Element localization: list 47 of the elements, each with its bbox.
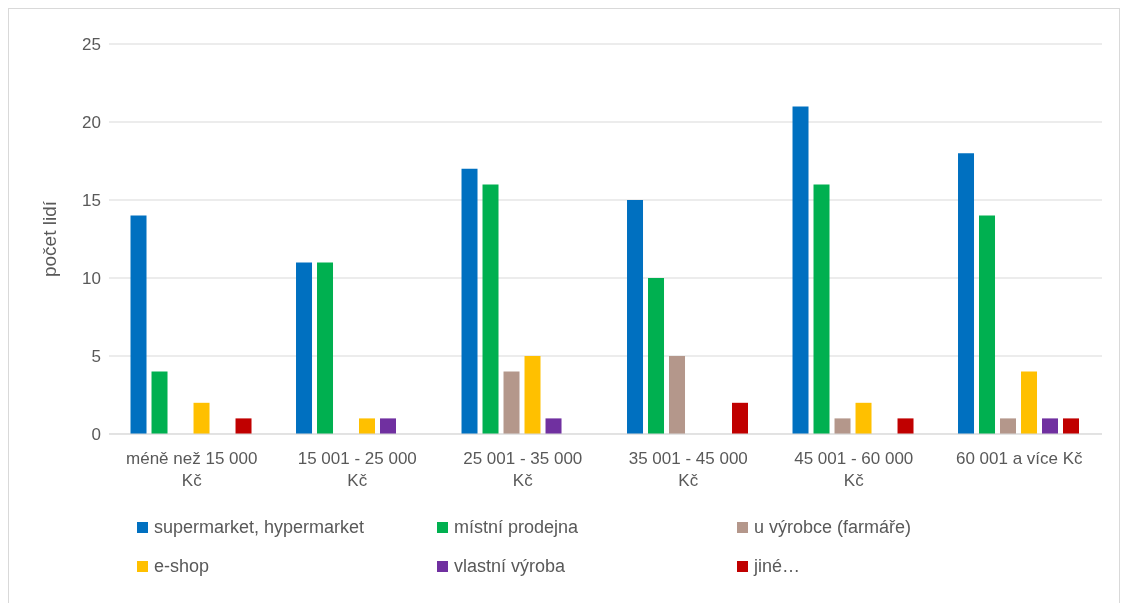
bar xyxy=(380,418,397,434)
bar xyxy=(193,402,210,434)
bar xyxy=(732,402,749,434)
bar xyxy=(317,262,334,434)
bar xyxy=(627,200,644,434)
bar xyxy=(1000,418,1017,434)
bar xyxy=(151,371,168,434)
bar xyxy=(813,184,830,434)
bar xyxy=(524,356,541,434)
y-tick-label: 5 xyxy=(91,347,101,367)
bar xyxy=(130,215,147,434)
bar xyxy=(1021,371,1038,434)
x-tick-label: 60 001 a více Kč xyxy=(955,449,1084,468)
legend-label: e-shop xyxy=(154,556,210,577)
x-tick-label: 35 001 - 45 000 Kč xyxy=(628,449,748,490)
bar xyxy=(834,418,851,434)
x-tick-label: 25 001 - 35 000 Kč xyxy=(463,449,583,490)
bar xyxy=(897,418,914,434)
bar xyxy=(648,278,665,434)
y-tick-label: 0 xyxy=(91,425,101,445)
legend-label: místní prodejna xyxy=(454,517,579,538)
y-tick-label: 10 xyxy=(82,269,101,289)
bar xyxy=(461,168,478,434)
bar xyxy=(855,402,872,434)
legend-label: vlastní výroba xyxy=(454,556,566,577)
bar xyxy=(1063,418,1080,434)
bar xyxy=(979,215,996,434)
x-tick-label: méně než 15 000 Kč xyxy=(126,449,258,490)
bar xyxy=(792,106,809,434)
bar xyxy=(503,371,520,434)
bar xyxy=(235,418,252,434)
y-axis-title: počet lidí xyxy=(38,200,60,278)
bar xyxy=(669,356,686,434)
y-tick-label: 25 xyxy=(82,35,101,55)
bar xyxy=(958,153,975,434)
bar xyxy=(545,418,562,434)
bar xyxy=(296,262,313,434)
y-tick-label: 20 xyxy=(82,113,101,133)
x-tick-label: 45 001 - 60 000 Kč xyxy=(794,449,914,490)
legend-label: supermarket, hypermarket xyxy=(154,517,365,538)
legend-label: jiné… xyxy=(754,556,801,577)
y-tick-label: 15 xyxy=(82,191,101,211)
bar xyxy=(1042,418,1059,434)
legend-label: u výrobce (farmáře) xyxy=(754,517,912,538)
bar xyxy=(482,184,499,434)
bar xyxy=(359,418,376,434)
x-tick-label: 15 001 - 25 000 Kč xyxy=(297,449,417,490)
